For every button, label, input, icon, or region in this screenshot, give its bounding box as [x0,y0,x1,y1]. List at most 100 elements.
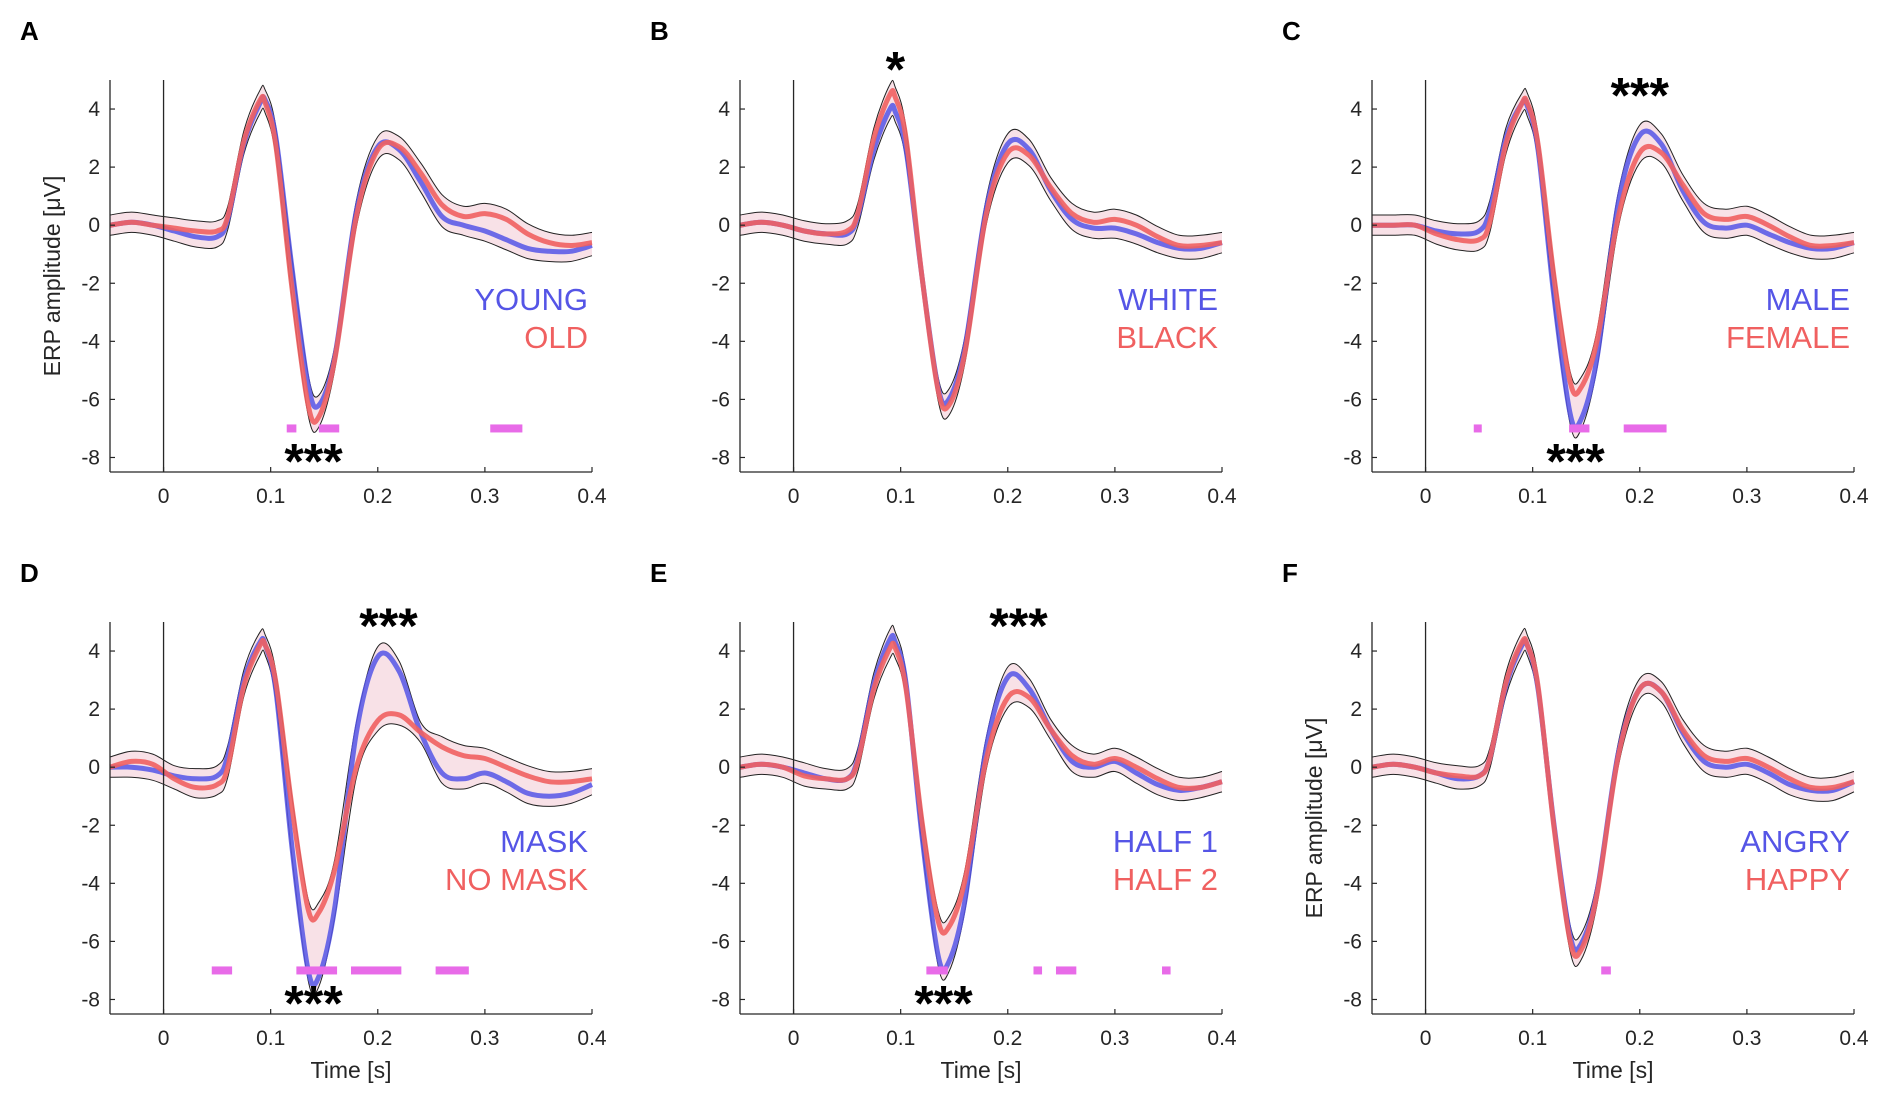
y-tick-label: 2 [1350,156,1362,179]
x-tick-label: 0.4 [577,485,607,508]
band-upper-edge [109,628,593,911]
legend-entry: MASK [500,824,588,859]
x-tick-label: 0.4 [1839,1027,1869,1050]
legend-entry: ANGRY [1740,824,1850,859]
significance-asterisks: *** [1611,68,1670,124]
x-tick-label: 0.3 [470,485,499,508]
significance-asterisks: *** [284,975,343,1031]
y-tick-label: -6 [1343,388,1362,411]
y-tick-label: -6 [711,388,730,411]
y-tick-label: 0 [88,214,100,237]
band-lower-edge [1372,109,1855,439]
y-tick-label: 4 [1350,640,1362,663]
y-tick-label: -4 [81,872,100,895]
y-tick-label: -8 [711,446,730,469]
significance-bar [318,424,340,433]
y-tick-label: -4 [1343,330,1362,353]
band-upper-edge [739,79,1223,395]
y-tick-label: -2 [711,814,730,837]
panel-letter: B [650,16,669,46]
confidence-band [1372,88,1854,439]
x-tick-label: 0.3 [1100,485,1129,508]
y-tick-label: -8 [1343,446,1362,469]
series-line-half-2 [739,640,1223,936]
significance-bar [296,966,338,975]
band-upper-edge [1371,627,1855,941]
y-tick-label: -4 [711,330,730,353]
x-tick-label: 0 [1420,1027,1432,1050]
x-tick-label: 0.2 [1625,485,1654,508]
y-tick-label: 2 [718,698,730,721]
panel-f: F -8 -6 -4 -2 0 2 4 0 0.1 0.2 0.3 0.4 Time [s] ERP amp… [1282,558,1869,1083]
panel-letter: C [1282,16,1301,46]
x-tick-label: 0.2 [993,1027,1022,1050]
x-tick-label: 0.4 [1207,485,1237,508]
y-tick-label: 0 [88,756,100,779]
legend-entry: OLD [524,320,588,355]
series-line-happy [1371,636,1855,959]
legend-entry: WHITE [1118,282,1218,317]
band-lower-edge [109,107,593,433]
x-tick-label: 0 [158,1027,170,1050]
panel-c: C -8 -6 -4 -2 0 2 4 0 0.1 0.2 0.3 0.4 *** *** MALEFEMAL… [1282,16,1869,508]
x-tick-label: 0 [158,485,170,508]
legend-entry: HALF 2 [1113,862,1218,897]
band-upper-edge [109,84,593,398]
significance-asterisks: *** [1546,433,1605,489]
y-tick-label: -2 [81,814,100,837]
y-tick-label: -8 [711,988,730,1011]
panel-d: D -8 -6 -4 -2 0 2 4 0 0.1 0.2 0.3 0.4 Time [s] *** *** M… [20,558,607,1083]
significance-asterisks: *** [284,433,343,489]
y-tick-label: -2 [711,272,730,295]
series-line-no-mask [109,637,593,923]
x-axis-title: Time [s] [311,1057,392,1083]
significance-bar [1033,966,1043,975]
significance-bar [1569,424,1590,433]
series-line-old [109,93,593,425]
y-tick-label: 2 [1350,698,1362,721]
significance-bar [926,966,948,975]
x-tick-label: 0.3 [1100,1027,1129,1050]
x-tick-label: 0.1 [886,485,915,508]
legend-entry: BLACK [1116,320,1218,355]
x-tick-label: 0.3 [1732,1027,1761,1050]
series-line-male [1372,97,1855,431]
x-tick-label: 0.1 [256,485,285,508]
band-lower-edge [1371,649,1855,967]
y-tick-label: -6 [81,930,100,953]
significance-bar [1473,424,1482,433]
y-tick-label: 0 [1350,756,1362,779]
y-tick-label: 4 [88,640,100,663]
significance-bar [211,966,233,975]
series-line-black [739,88,1223,412]
y-tick-label: -2 [1343,272,1362,295]
y-axis-title: ERP amplitude [μV] [1301,718,1327,919]
significance-asterisks: *** [359,598,418,654]
y-tick-label: -6 [1343,930,1362,953]
panel-letter: F [1282,558,1298,588]
x-tick-label: 0 [1420,485,1432,508]
x-tick-label: 0.4 [577,1027,607,1050]
x-tick-label: 0.2 [1625,1027,1654,1050]
significance-asterisks: *** [989,598,1048,654]
significance-bar [435,966,469,975]
panel-a: A -8 -6 -4 -2 0 2 4 0 0.1 0.2 0.3 0.4 ERP amplitude [… [20,16,607,508]
significance-bar [1055,966,1077,975]
x-tick-label: 0.1 [1518,1027,1547,1050]
y-tick-label: -4 [1343,872,1362,895]
y-tick-label: 4 [1350,98,1362,121]
y-tick-label: -8 [81,446,100,469]
significance-bar [351,966,402,975]
y-tick-label: -4 [81,330,100,353]
y-tick-label: -6 [711,930,730,953]
x-tick-label: 0 [788,1027,800,1050]
series-line-young [109,94,593,410]
legend-entry: FEMALE [1726,320,1850,355]
y-tick-label: -8 [1343,988,1362,1011]
x-tick-label: 0.1 [886,1027,915,1050]
legend-entry: HALF 1 [1113,824,1218,859]
x-tick-label: 0.4 [1839,485,1869,508]
series-line-mask [109,636,593,988]
y-tick-label: 2 [88,156,100,179]
significance-bar [1162,966,1171,975]
